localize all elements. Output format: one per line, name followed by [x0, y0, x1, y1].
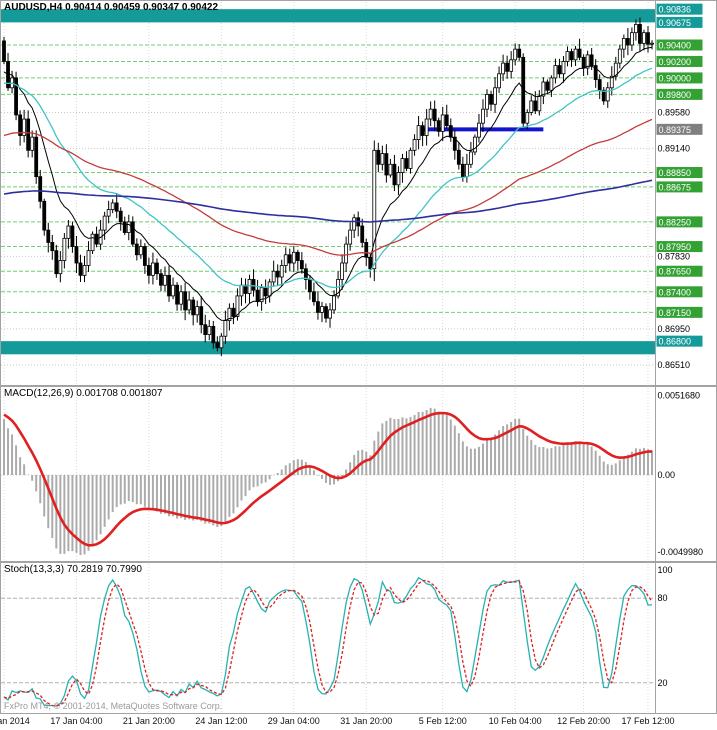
stoch-axis[interactable]: 100 80 20 [655, 563, 673, 713]
time-label: 5 Feb 12:00 [418, 716, 467, 726]
svg-text:0.89375: 0.89375 [659, 125, 692, 135]
vertical-gridlines [3, 564, 649, 712]
svg-text:0.88250: 0.88250 [659, 217, 692, 227]
time-label: 17 Jan 04:00 [50, 716, 103, 726]
moving-average-lines [3, 46, 653, 321]
svg-text:0.86510: 0.86510 [658, 360, 691, 370]
time-label: 21 Jan 20:00 [122, 716, 175, 726]
svg-text:0.90000: 0.90000 [659, 73, 692, 83]
svg-text:0.00: 0.00 [658, 470, 676, 480]
svg-text:80: 80 [658, 593, 668, 603]
macd-axis[interactable]: 0.0051680 0.00 -0.0049980 [655, 387, 704, 561]
time-label: 29 Jan 04:00 [267, 716, 320, 726]
time-label: 12 Feb 20:00 [557, 716, 611, 726]
macd-histogram [3, 407, 654, 555]
time-label: 14 Jan 2014 [0, 716, 30, 726]
svg-text:100: 100 [658, 565, 673, 575]
vertical-gridlines [3, 2, 649, 384]
ma-slow-red [3, 118, 653, 256]
svg-text:0.90400: 0.90400 [659, 41, 692, 51]
svg-text:0.87830: 0.87830 [658, 251, 691, 261]
stoch-panel-border [0, 562, 717, 714]
svg-text:0.87400: 0.87400 [659, 287, 692, 297]
time-label: 24 Jan 12:00 [195, 716, 248, 726]
svg-text:0.89800: 0.89800 [659, 90, 692, 100]
price-chart-canvas[interactable]: 0.89580 0.89140 0.87830 0.86950 0.86510 0.904… [0, 0, 717, 386]
stoch-d-line [3, 579, 653, 707]
time-label: 31 Jan 20:00 [340, 716, 393, 726]
svg-text:0.89580: 0.89580 [658, 107, 691, 117]
svg-text:0.90836: 0.90836 [659, 5, 692, 15]
svg-text:0.88850: 0.88850 [659, 168, 692, 178]
svg-text:0.86800: 0.86800 [659, 337, 692, 347]
svg-text:0.0051680: 0.0051680 [658, 390, 701, 400]
horizontal-level-lines [1, 44, 655, 366]
time-label: 17 Feb 12:00 [621, 716, 675, 726]
svg-text:0.87150: 0.87150 [659, 308, 692, 318]
svg-text:0.89140: 0.89140 [658, 144, 691, 154]
stoch-k-line [3, 576, 653, 707]
ma-vslow-blue [3, 179, 653, 223]
macd-panel[interactable]: 0.0051680 0.00 -0.0049980 MACD(12,26,9) 0.… [0, 386, 717, 562]
price-panel-border [0, 0, 717, 386]
resistance-support-zones [1, 9, 655, 355]
ma-mid-turquoise [3, 67, 653, 289]
svg-text:0.86950: 0.86950 [658, 324, 691, 334]
svg-text:20: 20 [658, 678, 668, 688]
svg-text:0.88675: 0.88675 [659, 182, 692, 192]
svg-text:0.90200: 0.90200 [659, 57, 692, 67]
svg-text:0.87650: 0.87650 [659, 267, 692, 277]
svg-text:-0.0049980: -0.0049980 [658, 547, 704, 557]
stoch-canvas[interactable]: 100 80 20 [0, 562, 717, 714]
macd-canvas[interactable]: 0.0051680 0.00 -0.0049980 [0, 386, 717, 562]
time-label: 10 Feb 04:00 [488, 716, 542, 726]
svg-text:0.87950: 0.87950 [659, 242, 692, 252]
stoch-panel[interactable]: 100 80 20 Stoch(13,3,3) 70.2819 70.7990 Fx… [0, 562, 717, 714]
price-chart-panel[interactable]: 0.89580 0.89140 0.87830 0.86950 0.86510 0.904… [0, 0, 717, 386]
time-axis[interactable]: 14 Jan 2014 17 Jan 04:00 21 Jan 20:00 24 Ja… [0, 714, 717, 730]
macd-signal-line [3, 411, 653, 547]
svg-text:0.90675: 0.90675 [659, 18, 692, 28]
ma-fast-black [3, 46, 653, 321]
price-axis[interactable]: 0.89580 0.89140 0.87830 0.86950 0.86510 0.904… [655, 1, 703, 385]
